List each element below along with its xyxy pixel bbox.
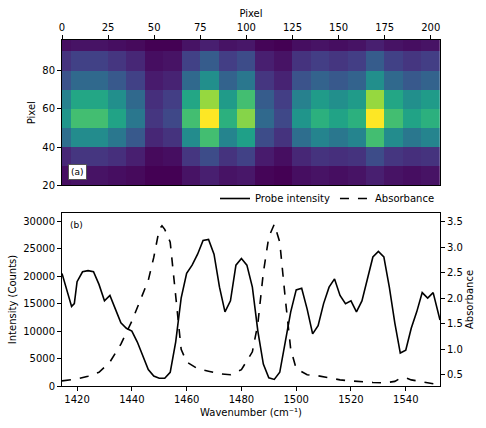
svg-text:1540: 1540 <box>393 394 418 405</box>
svg-text:2.5: 2.5 <box>447 267 463 278</box>
svg-text:1520: 1520 <box>338 394 363 405</box>
svg-text:60: 60 <box>42 103 55 114</box>
svg-text:25: 25 <box>102 22 115 33</box>
svg-text:50: 50 <box>148 22 161 33</box>
svg-text:175: 175 <box>375 22 394 33</box>
svg-text:5000: 5000 <box>30 353 55 364</box>
svg-text:(b): (b) <box>70 220 83 230</box>
svg-text:2.0: 2.0 <box>447 293 463 304</box>
svg-text:0: 0 <box>59 22 65 33</box>
svg-text:1500: 1500 <box>283 394 308 405</box>
svg-text:1480: 1480 <box>229 394 254 405</box>
svg-text:Wavenumber (cm⁻¹): Wavenumber (cm⁻¹) <box>200 407 302 418</box>
svg-text:150: 150 <box>329 22 348 33</box>
svg-text:30000: 30000 <box>23 216 55 227</box>
svg-text:15000: 15000 <box>23 298 55 309</box>
svg-text:3.5: 3.5 <box>447 216 463 227</box>
svg-text:125: 125 <box>283 22 302 33</box>
svg-text:Absorbance: Absorbance <box>375 193 434 204</box>
svg-text:25000: 25000 <box>23 243 55 254</box>
svg-text:0.5: 0.5 <box>447 369 463 380</box>
svg-text:0: 0 <box>49 381 55 392</box>
svg-text:1460: 1460 <box>174 394 199 405</box>
svg-text:1.0: 1.0 <box>447 344 463 355</box>
svg-text:40: 40 <box>42 142 55 153</box>
svg-text:Pixel: Pixel <box>26 101 37 124</box>
svg-text:Absorbance: Absorbance <box>464 270 475 329</box>
svg-text:1.5: 1.5 <box>447 318 463 329</box>
svg-text:1440: 1440 <box>119 394 144 405</box>
svg-text:20: 20 <box>42 180 55 191</box>
svg-text:200: 200 <box>421 22 440 33</box>
svg-text:10000: 10000 <box>23 326 55 337</box>
svg-text:20000: 20000 <box>23 271 55 282</box>
svg-text:Intensity (Counts): Intensity (Counts) <box>7 255 18 345</box>
svg-text:Pixel: Pixel <box>239 8 262 19</box>
svg-text:80: 80 <box>42 65 55 76</box>
svg-text:100: 100 <box>237 22 256 33</box>
svg-text:1420: 1420 <box>64 394 89 405</box>
svg-text:3.0: 3.0 <box>447 242 463 253</box>
svg-text:75: 75 <box>194 22 207 33</box>
svg-text:Probe intensity: Probe intensity <box>255 193 330 204</box>
svg-text:(a): (a) <box>71 167 84 177</box>
